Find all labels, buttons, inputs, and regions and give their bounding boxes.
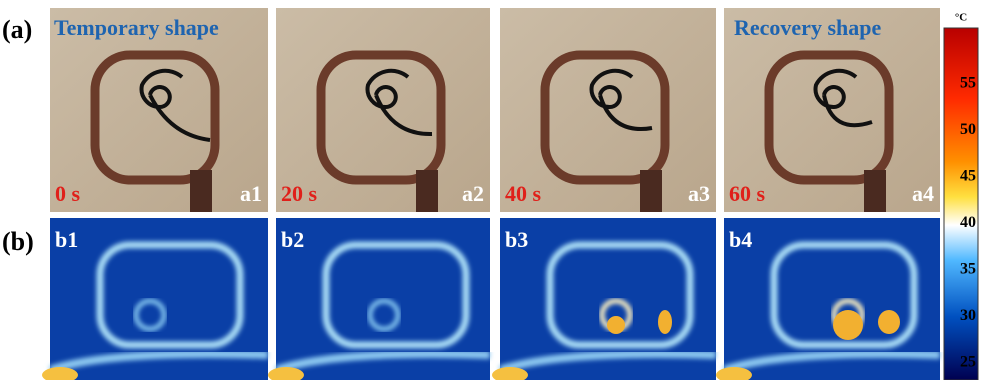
time-label: 40 s bbox=[505, 181, 542, 206]
frame-id: b3 bbox=[505, 227, 528, 252]
tube-stem bbox=[416, 170, 438, 212]
caption: Recovery shape bbox=[734, 15, 881, 40]
frame-id: b1 bbox=[55, 227, 78, 252]
frame-id: a2 bbox=[462, 181, 484, 206]
caption: Temporary shape bbox=[54, 15, 219, 40]
tube-stem bbox=[864, 170, 886, 212]
hot-spot bbox=[658, 310, 672, 334]
images bbox=[42, 8, 940, 380]
hot-spot bbox=[607, 316, 625, 334]
panel-label: (b) bbox=[2, 227, 34, 256]
colorbar-unit: °C bbox=[955, 12, 967, 24]
colorbar-tick: 25 bbox=[960, 354, 976, 371]
time-label: 20 s bbox=[281, 181, 318, 206]
tube-stem bbox=[640, 170, 662, 212]
colorbar-tick: 30 bbox=[960, 307, 976, 324]
colorbar-tick: 35 bbox=[960, 261, 976, 278]
frame-id: b2 bbox=[281, 227, 304, 252]
frame-id: a4 bbox=[912, 181, 934, 206]
frame-id: a1 bbox=[240, 181, 262, 206]
colorbar-tick: 55 bbox=[960, 75, 976, 92]
hot-spot bbox=[878, 310, 900, 334]
colorbar-tick: 40 bbox=[960, 214, 976, 231]
colorbar-tick: 45 bbox=[960, 168, 976, 185]
hot-spot bbox=[833, 310, 863, 340]
colorbar-tick: 50 bbox=[960, 121, 976, 138]
frame-id: a3 bbox=[688, 181, 710, 206]
panel-label: (a) bbox=[2, 15, 32, 44]
figure: °C (a) Temporary shape Recovery shape (b… bbox=[0, 0, 982, 380]
time-label: 60 s bbox=[729, 181, 766, 206]
time-label: 0 s bbox=[55, 181, 81, 206]
tube-stem bbox=[190, 170, 212, 212]
frame-id: b4 bbox=[729, 227, 752, 252]
